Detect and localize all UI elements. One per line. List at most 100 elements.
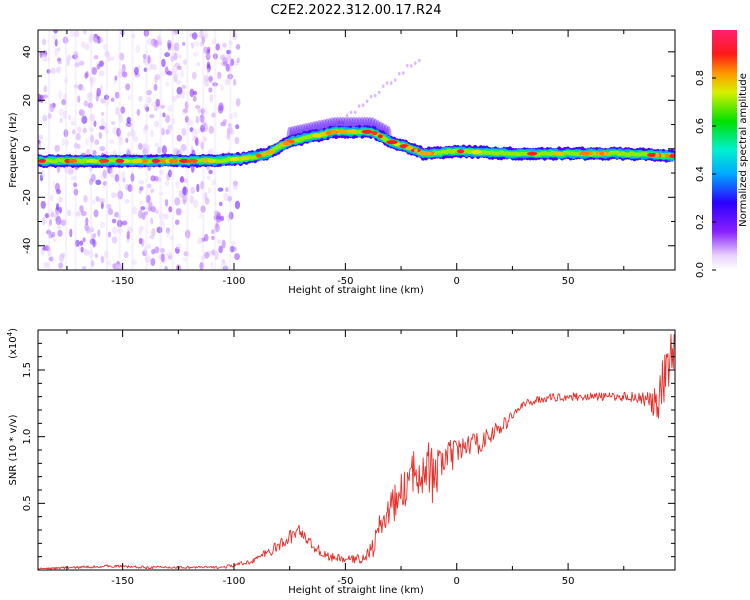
spectrogram-noise-speck	[81, 247, 84, 253]
spectrogram-noise-speck	[233, 112, 238, 118]
spectrogram-noise-speck	[54, 145, 60, 152]
spectrogram-noise-speck	[162, 112, 165, 117]
spectrogram-noise-speck	[99, 37, 103, 43]
spectrogram-noise-speck	[154, 121, 159, 128]
spectrogram-noise-speck	[161, 128, 165, 136]
spectrogram-noise-speck	[164, 214, 169, 220]
spectrogram-hotspot	[266, 150, 276, 154]
spectrogram-noise-speck	[111, 192, 117, 198]
spectrogram-noise-speck	[94, 139, 99, 145]
spectrogram-noise-speck	[199, 214, 203, 219]
spectrogram-noise-speck	[95, 253, 98, 258]
spectrogram-noise-speck	[99, 70, 105, 76]
spectrogram-noise-speck	[193, 96, 197, 102]
spectrogram-noise-speck	[79, 110, 83, 114]
spectrogram-noise-speck	[110, 169, 115, 178]
spectrogram-x-tick-label: -150	[111, 276, 134, 287]
spectrogram-noise-speck	[231, 246, 237, 251]
spectrogram-noise-speck	[127, 131, 130, 136]
spectrogram-noise-speck	[183, 199, 186, 205]
spectrogram-noise-speck	[127, 231, 130, 239]
spectrogram-hotspot	[336, 130, 348, 134]
spectrogram-noise-speck	[112, 227, 118, 235]
spectrogram-noise-speck	[85, 217, 88, 225]
spectrogram-noise-speck	[211, 236, 215, 240]
spectrogram-noise-speck	[108, 208, 113, 215]
spectrogram-noise-speck	[191, 42, 194, 48]
spectrogram-hotspot	[527, 152, 537, 156]
spectrogram-noise-speck	[210, 94, 214, 103]
spectrogram-echo-speck	[358, 104, 361, 108]
spectrogram-noise-speck	[111, 98, 115, 102]
spectrogram-hotspot	[86, 159, 98, 163]
spectrogram-noise-speck	[58, 262, 63, 268]
spectrogram-noise-speck	[153, 40, 159, 48]
spectrogram-echo-speck	[350, 111, 353, 115]
spectrogram-hotspot	[457, 149, 464, 153]
spectrogram-noise-speck	[150, 175, 155, 181]
spectrogram-noise-speck	[183, 59, 187, 65]
spectrogram-noise-speck	[94, 38, 99, 44]
spectrogram-noise-speck	[128, 94, 131, 100]
spectrogram-hotspot	[261, 152, 267, 156]
spectrogram-x-tick-label: -100	[223, 276, 246, 287]
snr-y-tick-label: 1.5	[22, 362, 33, 378]
spectrogram-noise-speck	[150, 64, 155, 70]
spectrogram-echo-speck	[418, 59, 421, 63]
spectrogram-noise-speck	[114, 75, 117, 80]
spectrogram-noise-speck	[57, 47, 60, 51]
spectrogram-noise-speck	[147, 55, 150, 64]
snr-x-tick-label: -150	[111, 576, 134, 587]
spectrogram-noise-speck	[58, 60, 62, 65]
spectrogram-noise-speck	[39, 95, 43, 103]
spectrogram-noise-speck	[100, 85, 103, 91]
spectrogram-noise-speck	[55, 183, 60, 192]
spectrogram-noise-speck	[86, 149, 90, 155]
spectrogram-hotspot	[362, 130, 373, 134]
spectrogram-noise-speck	[165, 115, 170, 123]
spectrogram-noise-speck	[94, 55, 99, 59]
snr-frame	[38, 330, 675, 570]
spectrogram-noise-speck	[85, 137, 89, 145]
spectrogram-noise-speck	[235, 201, 240, 210]
spectrogram-noise-speck	[150, 189, 154, 193]
spectrogram-noise-speck	[217, 72, 221, 80]
spectrogram-noise-speck	[55, 39, 58, 47]
spectrogram-hotspot	[203, 159, 208, 163]
spectrogram-echo-speck	[362, 103, 365, 107]
spectrogram-noise-speck	[176, 208, 182, 215]
spectrogram-noise-speck	[138, 96, 142, 102]
spectrogram-noise-speck	[190, 187, 195, 195]
snr-x-label: Height of straight line (km)	[288, 585, 424, 596]
spectrogram-noise-speck	[108, 232, 111, 238]
spectrogram-noise-speck	[223, 192, 229, 201]
spectrogram-noise-speck	[174, 197, 180, 206]
spectrogram-hotspot	[173, 159, 178, 163]
spectrogram-noise-speck	[50, 194, 53, 201]
spectrogram-noise-speck	[83, 128, 87, 134]
spectrogram-noise-speck	[207, 176, 211, 181]
spectrogram-noise-speck	[197, 237, 203, 244]
spectrogram-hotspot	[579, 152, 589, 156]
spectrogram-noise-speck	[166, 231, 171, 238]
spectrogram-noise-speck	[174, 52, 178, 60]
spectrogram-noise-speck	[69, 229, 72, 238]
spectrogram-noise-speck	[56, 216, 62, 225]
spectrogram-noise-speck	[150, 206, 155, 212]
spectrogram-noise-speck	[112, 219, 116, 224]
spectrogram-noise-streak	[186, 30, 188, 270]
spectrogram-noise-streak	[119, 30, 121, 270]
spectrogram-hotspot	[131, 159, 143, 163]
spectrogram-noise-speck	[168, 170, 172, 178]
spectrogram-noise-speck	[81, 87, 85, 91]
spectrogram-noise-speck	[138, 180, 144, 185]
spectrogram-echo-speck	[402, 71, 405, 75]
spectrogram-noise-speck	[49, 103, 53, 107]
spectrogram-noise-speck	[83, 237, 86, 242]
spectrogram-hotspot	[283, 141, 290, 145]
spectrogram-noise-speck	[79, 61, 84, 66]
spectrogram-noise-speck	[204, 107, 207, 116]
spectrogram-noise-speck	[177, 135, 182, 142]
snr-y-multiplier: (x104)	[6, 328, 19, 359]
